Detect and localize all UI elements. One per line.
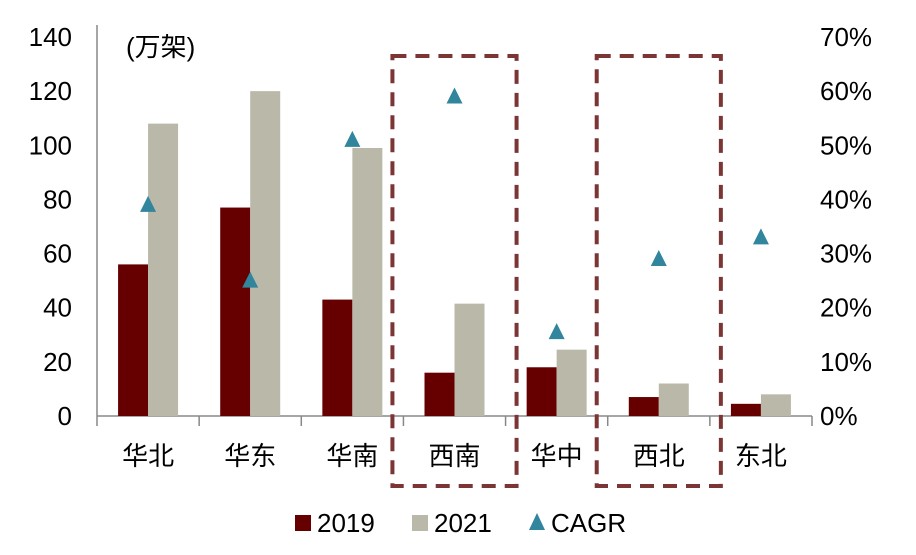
right-tick-label: 30% xyxy=(820,239,872,269)
right-tick-label: 0% xyxy=(820,401,858,431)
right-tick-label: 20% xyxy=(820,293,872,323)
category-label: 华北 xyxy=(122,442,174,472)
cagr-marker-华北 xyxy=(140,195,157,212)
cagr-marker-华南 xyxy=(344,130,361,147)
bar-2019-华中 xyxy=(526,367,557,416)
legend-swatch-2019 xyxy=(295,515,311,531)
category-label: 华南 xyxy=(326,442,378,472)
bar-2021-西北 xyxy=(658,383,689,416)
bar-2019-西南 xyxy=(424,372,455,416)
category-label: 西南 xyxy=(428,442,480,472)
right-tick-label: 70% xyxy=(820,22,872,52)
highlight-box-西南 xyxy=(390,54,519,488)
right-tick-label: 10% xyxy=(820,347,872,377)
right-tick-label: 50% xyxy=(820,130,872,160)
legend-swatch-2021 xyxy=(412,515,428,531)
unit-label: (万架) xyxy=(126,32,195,62)
category-label: 华中 xyxy=(531,442,583,472)
bar-2021-西南 xyxy=(454,303,485,416)
category-label: 西北 xyxy=(633,442,685,472)
cagr-marker-华东 xyxy=(242,271,259,288)
bar-2021-东北 xyxy=(760,394,791,416)
left-tick-label: 120 xyxy=(29,76,72,106)
left-tick-label: 0 xyxy=(58,401,72,431)
right-tick-label: 60% xyxy=(820,76,872,106)
cagr-marker-西南 xyxy=(446,87,463,104)
legend-swatch-CAGR xyxy=(529,513,545,530)
legend-label-2019: 2019 xyxy=(317,508,375,538)
right-tick-label: 40% xyxy=(820,184,872,214)
category-label: 东北 xyxy=(735,442,787,472)
left-tick-label: 140 xyxy=(29,22,72,52)
bar-2021-华南 xyxy=(352,147,383,416)
bar-2019-华南 xyxy=(322,299,353,416)
cagr-marker-西北 xyxy=(650,249,667,266)
highlight-box-西北 xyxy=(594,54,723,488)
cagr-marker-华中 xyxy=(548,323,565,340)
bar-2019-华东 xyxy=(220,207,251,416)
left-tick-label: 20 xyxy=(43,347,72,377)
bar-2021-华东 xyxy=(250,91,281,417)
bar-2021-华中 xyxy=(556,349,587,416)
bar-2019-华北 xyxy=(118,264,149,416)
left-tick-label: 40 xyxy=(43,293,72,323)
bar-2019-西北 xyxy=(628,397,659,416)
legend-label-CAGR: CAGR xyxy=(551,508,626,538)
category-label: 华东 xyxy=(224,442,276,472)
left-tick-label: 80 xyxy=(43,184,72,214)
left-tick-label: 60 xyxy=(43,239,72,269)
bar-2021-华北 xyxy=(148,123,179,416)
bar-2019-东北 xyxy=(730,403,761,416)
cagr-marker-东北 xyxy=(752,228,769,245)
legend-label-2021: 2021 xyxy=(434,508,492,538)
left-tick-label: 100 xyxy=(29,130,72,160)
